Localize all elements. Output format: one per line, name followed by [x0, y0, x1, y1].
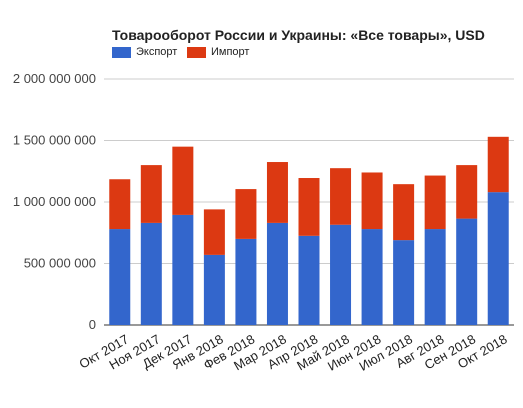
bar-export: [140, 222, 162, 325]
legend-swatch-import: [187, 46, 206, 58]
bar-export: [393, 240, 415, 325]
legend-swatch-export: [112, 46, 131, 58]
y-tick-label: 2 000 000 000: [13, 71, 96, 86]
bar-export: [487, 192, 509, 325]
bar-export: [172, 214, 194, 325]
bar-export: [361, 229, 383, 325]
bar-import: [109, 179, 131, 230]
bar-import: [235, 189, 257, 239]
bar-export: [235, 238, 257, 325]
bar-export: [330, 224, 352, 325]
bar-import: [266, 162, 288, 223]
legend-label-export: Экспорт: [136, 46, 178, 58]
bar-import: [393, 184, 415, 241]
bar-export: [109, 229, 131, 325]
legend-label-import: Импорт: [211, 46, 250, 58]
bar-export: [298, 235, 320, 325]
bar-export: [424, 229, 446, 325]
bar-import: [424, 175, 446, 230]
bar-import: [298, 178, 320, 236]
y-tick-label: 1 000 000 000: [13, 194, 96, 209]
bar-import: [140, 165, 162, 223]
bar-import: [203, 209, 225, 255]
y-tick-label: 1 500 000 000: [13, 133, 96, 148]
bar-export: [266, 222, 288, 325]
y-tick-label: 500 000 000: [24, 256, 96, 271]
bar-export: [203, 254, 225, 325]
legend-item-export: Экспорт: [112, 46, 177, 58]
bar-import: [487, 136, 509, 193]
bar-export: [456, 218, 478, 325]
bar-import: [456, 165, 478, 219]
bar-import: [172, 146, 194, 215]
chart-title: Товарооборот России и Украины: «Все това…: [112, 27, 485, 43]
bar-import: [330, 168, 352, 225]
bar-import: [361, 172, 383, 230]
legend-item-import: Импорт: [187, 46, 249, 58]
y-tick-label: 0: [89, 317, 96, 332]
